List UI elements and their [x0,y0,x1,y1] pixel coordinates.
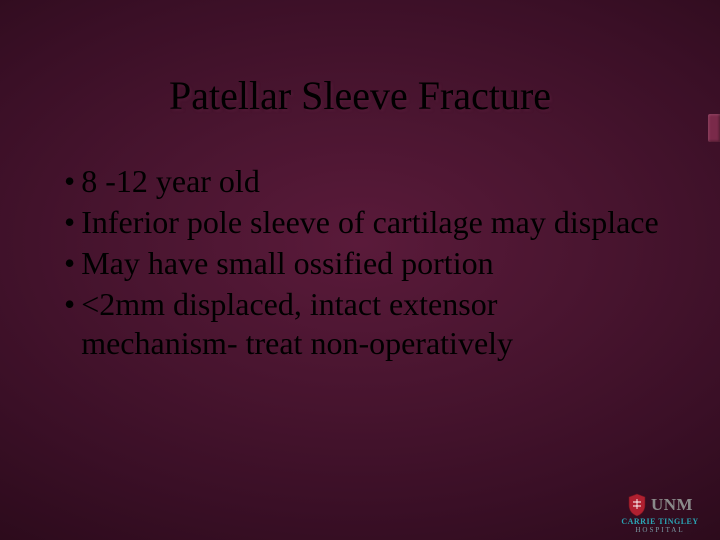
list-item: • Inferior pole sleeve of cartilage may … [64,203,660,242]
bullet-marker: • [64,203,81,242]
footer-logo: UNM CARRIE TINGLEY HOSPITAL [610,490,710,534]
bullet-text: Inferior pole sleeve of cartilage may di… [81,203,660,242]
list-item: • May have small ossified portion [64,244,660,283]
slide: Patellar Sleeve Fracture • 8 -12 year ol… [0,0,720,540]
logo-unm-text: UNM [651,495,693,515]
bullet-marker: • [64,285,81,324]
bullet-text: <2mm displaced, intact extensor mechanis… [81,285,660,363]
bullet-marker: • [64,244,81,283]
list-item: • 8 -12 year old [64,162,660,201]
slide-title: Patellar Sleeve Fracture [0,72,720,119]
bullet-text: May have small ossified portion [81,244,660,283]
bullet-marker: • [64,162,81,201]
bullet-text: 8 -12 year old [81,162,660,201]
logo-line1: CARRIE TINGLEY [621,518,698,526]
logo-line2: HOSPITAL [635,527,684,534]
bullet-list: • 8 -12 year old • Inferior pole sleeve … [64,162,660,365]
shield-icon [627,493,647,517]
list-item: • <2mm displaced, intact extensor mechan… [64,285,660,363]
logo-top-row: UNM [627,493,693,517]
